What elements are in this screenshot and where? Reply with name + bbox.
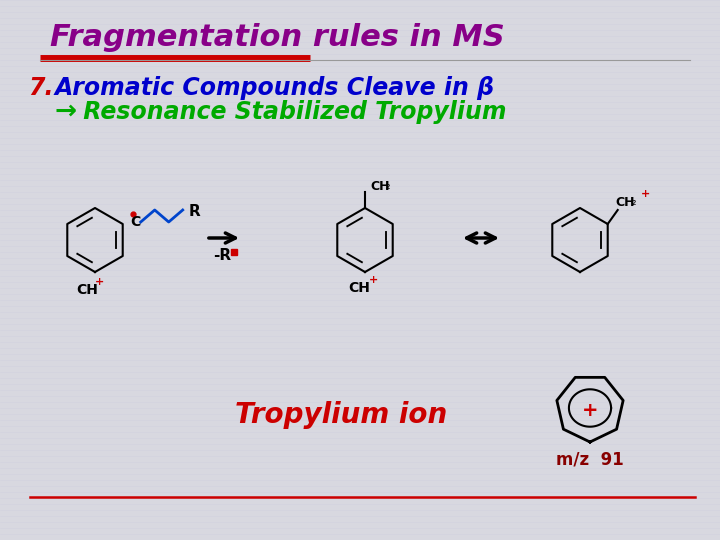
- Text: Aromatic Compounds Cleave in β: Aromatic Compounds Cleave in β: [55, 76, 495, 100]
- Text: CH: CH: [616, 195, 635, 208]
- Text: +: +: [582, 401, 598, 420]
- Text: -R: -R: [213, 247, 231, 262]
- Text: m/z  91: m/z 91: [556, 451, 624, 469]
- Text: +: +: [369, 275, 377, 285]
- Text: →: →: [55, 99, 77, 125]
- Text: CH: CH: [370, 179, 390, 192]
- Text: +: +: [641, 189, 650, 199]
- Text: C: C: [131, 215, 141, 229]
- Text: CH: CH: [76, 283, 98, 297]
- Text: Tropylium ion: Tropylium ion: [235, 401, 447, 429]
- Text: ₂: ₂: [631, 197, 636, 207]
- Text: 7.: 7.: [28, 76, 53, 100]
- Text: R: R: [189, 205, 200, 219]
- Text: CH: CH: [348, 281, 370, 295]
- Text: Fragmentation rules in MS: Fragmentation rules in MS: [50, 24, 505, 52]
- Text: ₂: ₂: [386, 181, 390, 191]
- Text: Resonance Stabilized Tropylium: Resonance Stabilized Tropylium: [75, 100, 506, 124]
- Text: +: +: [94, 277, 104, 287]
